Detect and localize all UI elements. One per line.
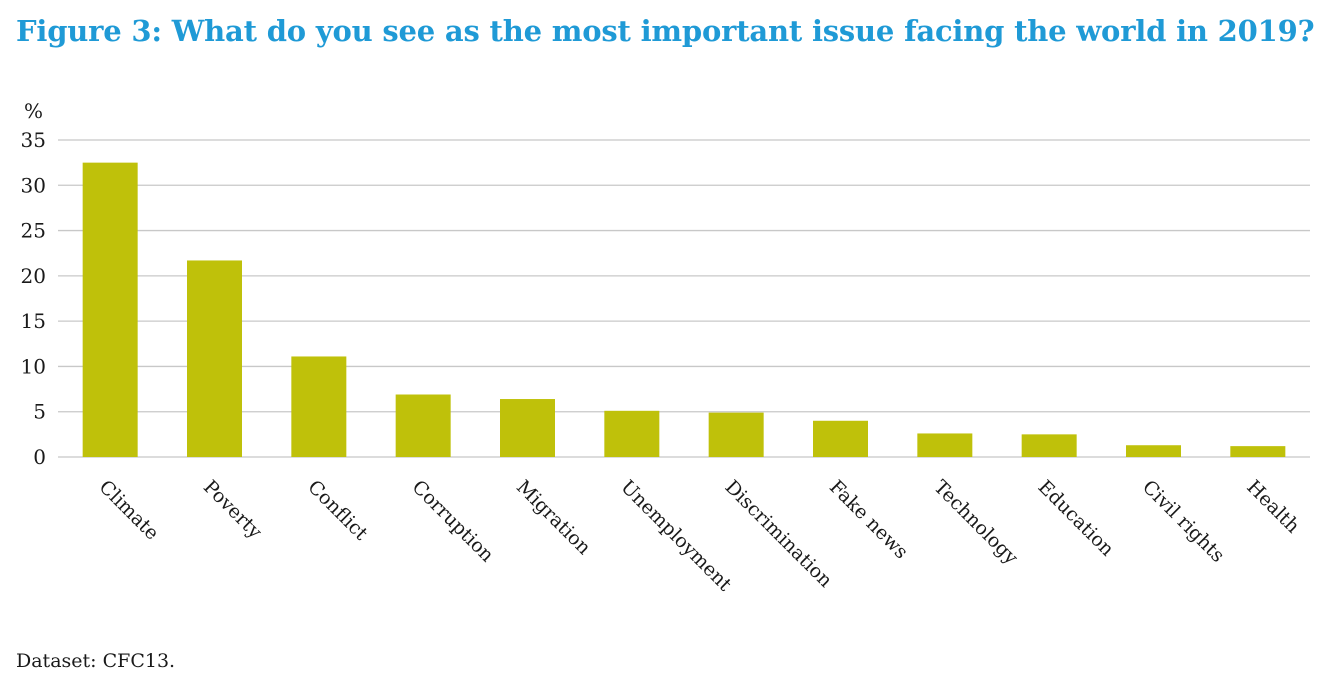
bar-corruption bbox=[395, 394, 451, 457]
bars bbox=[82, 162, 1286, 457]
y-tick-label: 30 bbox=[21, 173, 46, 197]
bar-unemployment bbox=[604, 410, 660, 457]
figure-title: Figure 3: What do you see as the most im… bbox=[16, 14, 1315, 48]
bar-education bbox=[1021, 434, 1077, 457]
x-category-label: Climate bbox=[95, 476, 164, 545]
bar-discrimination bbox=[708, 412, 764, 457]
bar-poverty bbox=[187, 260, 242, 457]
y-tick-label: 5 bbox=[33, 400, 46, 424]
x-category-label: Poverty bbox=[199, 476, 266, 543]
bar-fake-news bbox=[813, 420, 868, 457]
x-axis-category-labels: Climate Poverty Conflict Corruption Migratio… bbox=[95, 476, 1304, 596]
y-tick-label: 10 bbox=[21, 354, 46, 378]
bar-civil-rights bbox=[1126, 445, 1181, 457]
y-tick-label: 0 bbox=[33, 445, 46, 469]
x-category-label: Education bbox=[1034, 476, 1119, 561]
x-category-label: Civil rights bbox=[1138, 476, 1229, 567]
bar-climate bbox=[82, 162, 138, 457]
x-category-label: Health bbox=[1242, 476, 1304, 538]
dataset-note: Dataset: CFC13. bbox=[16, 650, 176, 672]
y-tick-label: 20 bbox=[21, 264, 46, 288]
bar-migration bbox=[500, 399, 555, 457]
x-category-label: Technology bbox=[929, 476, 1022, 569]
bar-conflict bbox=[291, 356, 347, 457]
gridlines bbox=[58, 139, 1310, 458]
y-axis-unit-label: % bbox=[24, 99, 43, 123]
y-tick-label: 35 bbox=[21, 128, 46, 152]
x-category-label: Unemployment bbox=[616, 476, 736, 596]
x-category-label: Discrimination bbox=[721, 476, 837, 592]
bar-technology bbox=[917, 433, 973, 457]
y-tick-label: 25 bbox=[21, 219, 46, 243]
y-axis-ticks: 0 5 10 15 20 25 30 35 bbox=[21, 128, 46, 469]
bar-health bbox=[1230, 446, 1286, 457]
x-category-label: Fake news bbox=[825, 476, 912, 563]
y-tick-label: 15 bbox=[21, 309, 46, 333]
x-category-label: Corruption bbox=[408, 476, 498, 566]
x-category-label: Migration bbox=[512, 476, 595, 559]
x-category-label: Conflict bbox=[303, 476, 372, 545]
